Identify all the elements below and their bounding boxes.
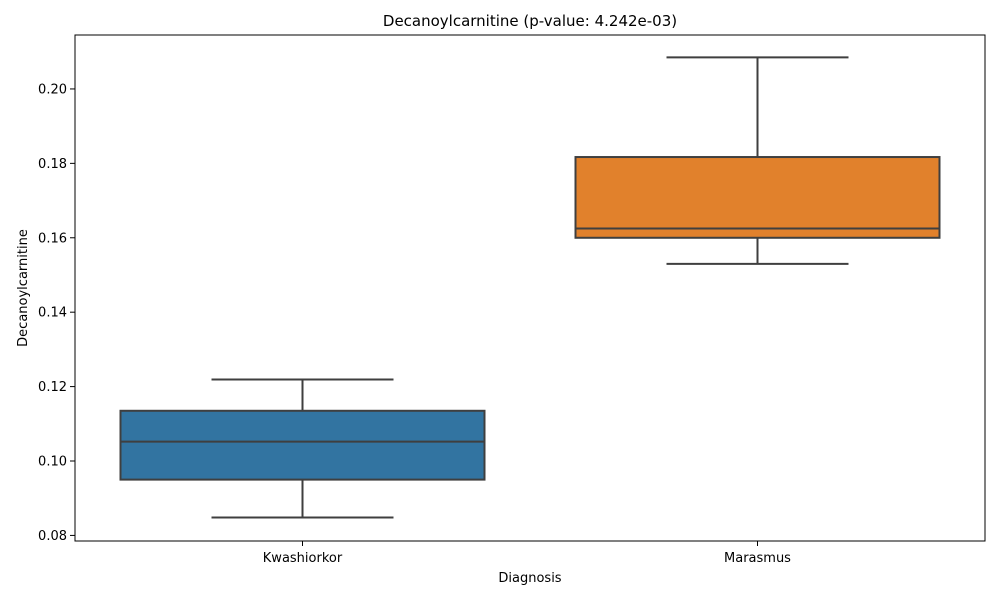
y-axis-label: Decanoylcarnitine (16, 229, 31, 347)
y-tick-label: 0.16 (38, 231, 67, 246)
plot-area: Kwashiorkor Marasmus 0.08 0.10 0.12 0.14 0.16 0… (38, 34, 986, 566)
x-tick-label-kwashiorkor: Kwashiorkor (263, 551, 343, 566)
y-tick-label: 0.10 (38, 455, 67, 470)
x-axis-label: Diagnosis (498, 571, 561, 586)
chart-title: Decanoylcarnitine (p-value: 4.242e-03) (383, 12, 677, 30)
x-tick-label-marasmus: Marasmus (724, 551, 791, 566)
axes-frame (74, 34, 986, 542)
y-tick-label: 0.12 (38, 380, 67, 395)
y-tick-label: 0.20 (38, 82, 67, 97)
y-tick-label: 0.18 (38, 157, 67, 172)
y-tick-label: 0.14 (38, 306, 67, 321)
box-kwashiorkor (119, 409, 486, 481)
box-marasmus (574, 156, 941, 239)
y-tick-label: 0.08 (38, 529, 67, 544)
